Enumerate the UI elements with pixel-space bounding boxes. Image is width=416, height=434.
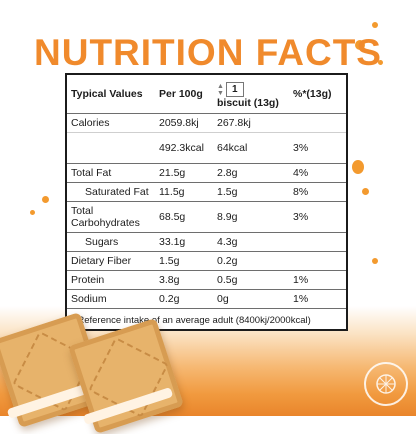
serving-count-field[interactable]: 1 — [225, 82, 244, 98]
splash-drop — [372, 258, 378, 264]
row-label: Dietary Fiber — [71, 255, 132, 267]
row-label: Total Fat — [71, 167, 112, 179]
splash-drop — [378, 60, 383, 65]
cell-biscuit: 0.2g — [217, 255, 238, 267]
table-row: Sodium 0.2g 0g 1% — [67, 289, 346, 309]
cell-biscuit: 0.5g — [217, 274, 238, 286]
row-label — [67, 133, 155, 164]
cell-biscuit: 8.9g — [217, 211, 238, 223]
nutrition-table-panel: Typical Values Per 100g ▲ ▼ 1 biscuit (13… — [65, 73, 348, 331]
cell-percent: 3% — [293, 142, 309, 154]
cell-per100: 0.2g — [159, 293, 180, 305]
table-row: Total Carbohydrates 68.5g 8.9g 3% — [67, 201, 346, 233]
cell-percent: 1% — [293, 274, 309, 286]
row-label: Protein — [71, 274, 105, 286]
orange-badge-icon — [364, 362, 408, 406]
nutrition-table: Typical Values Per 100g ▲ ▼ 1 biscuit (13… — [67, 75, 346, 308]
cell-percent — [289, 233, 346, 252]
cell-per100: 492.3kcal — [159, 142, 204, 154]
table-header-row: Typical Values Per 100g ▲ ▼ 1 biscuit (13… — [67, 75, 346, 114]
cell-biscuit: 267.8kj — [217, 117, 251, 129]
header-typical-values: Typical Values — [71, 88, 143, 100]
splash-drop — [352, 160, 364, 174]
table-row: Dietary Fiber 1.5g 0.2g — [67, 251, 346, 271]
cell-biscuit: 4.3g — [217, 236, 238, 248]
cell-percent: 3% — [293, 211, 309, 223]
row-label: Sodium — [71, 293, 107, 305]
splash-drop — [30, 210, 35, 215]
splash-drop — [355, 40, 365, 50]
cell-biscuit: 1.5g — [217, 186, 238, 198]
cell-biscuit: 2.8g — [217, 167, 238, 179]
table-row: 492.3kcal 64kcal 3% — [67, 132, 346, 164]
header-biscuit-label: biscuit (13g) — [217, 97, 279, 110]
cell-percent: 8% — [293, 186, 309, 198]
cell-per100: 68.5g — [159, 211, 186, 223]
header-per-100g: Per 100g — [159, 88, 203, 100]
cell-per100: 2059.8kj — [159, 117, 199, 129]
cell-biscuit: 64kcal — [217, 142, 248, 154]
splash-drop — [362, 188, 369, 195]
row-label: Saturated Fat — [85, 186, 149, 198]
up-down-arrows-icon[interactable]: ▲ ▼ — [217, 82, 224, 97]
header-biscuit: ▲ ▼ 1 biscuit (13g) — [213, 75, 289, 114]
serving-stepper[interactable]: ▲ ▼ 1 — [217, 82, 244, 98]
row-label: Calories — [71, 117, 110, 129]
cell-biscuit: 0g — [217, 293, 229, 305]
cell-per100: 33.1g — [159, 236, 186, 248]
cell-per100: 11.5g — [159, 186, 185, 198]
table-row: Protein 3.8g 0.5g 1% — [67, 270, 346, 290]
cell-percent — [289, 114, 346, 133]
cell-per100: 21.5g — [159, 167, 186, 179]
table-row: Total Fat 21.5g 2.8g 4% — [67, 163, 346, 183]
cell-percent: 1% — [293, 293, 309, 305]
row-label: Total Carbohydrates — [71, 205, 140, 229]
row-label: Sugars — [85, 236, 119, 248]
cell-per100: 1.5g — [159, 255, 180, 267]
table-row: Saturated Fat 11.5g 1.5g 8% — [67, 182, 346, 202]
table-row: Sugars 33.1g 4.3g — [67, 232, 346, 252]
splash-drop — [42, 196, 49, 203]
page-title: NUTRITION FACTS — [34, 32, 382, 73]
cell-percent — [289, 252, 346, 271]
cell-percent: 4% — [293, 167, 309, 179]
table-row: Calories 2059.8kj 267.8kj — [67, 113, 346, 133]
header-percent: %*(13g) — [293, 88, 332, 100]
reference-intake-footnote: * Reference intake of an average adult (… — [67, 308, 346, 326]
splash-drop — [372, 22, 378, 28]
cell-per100: 3.8g — [159, 274, 180, 286]
